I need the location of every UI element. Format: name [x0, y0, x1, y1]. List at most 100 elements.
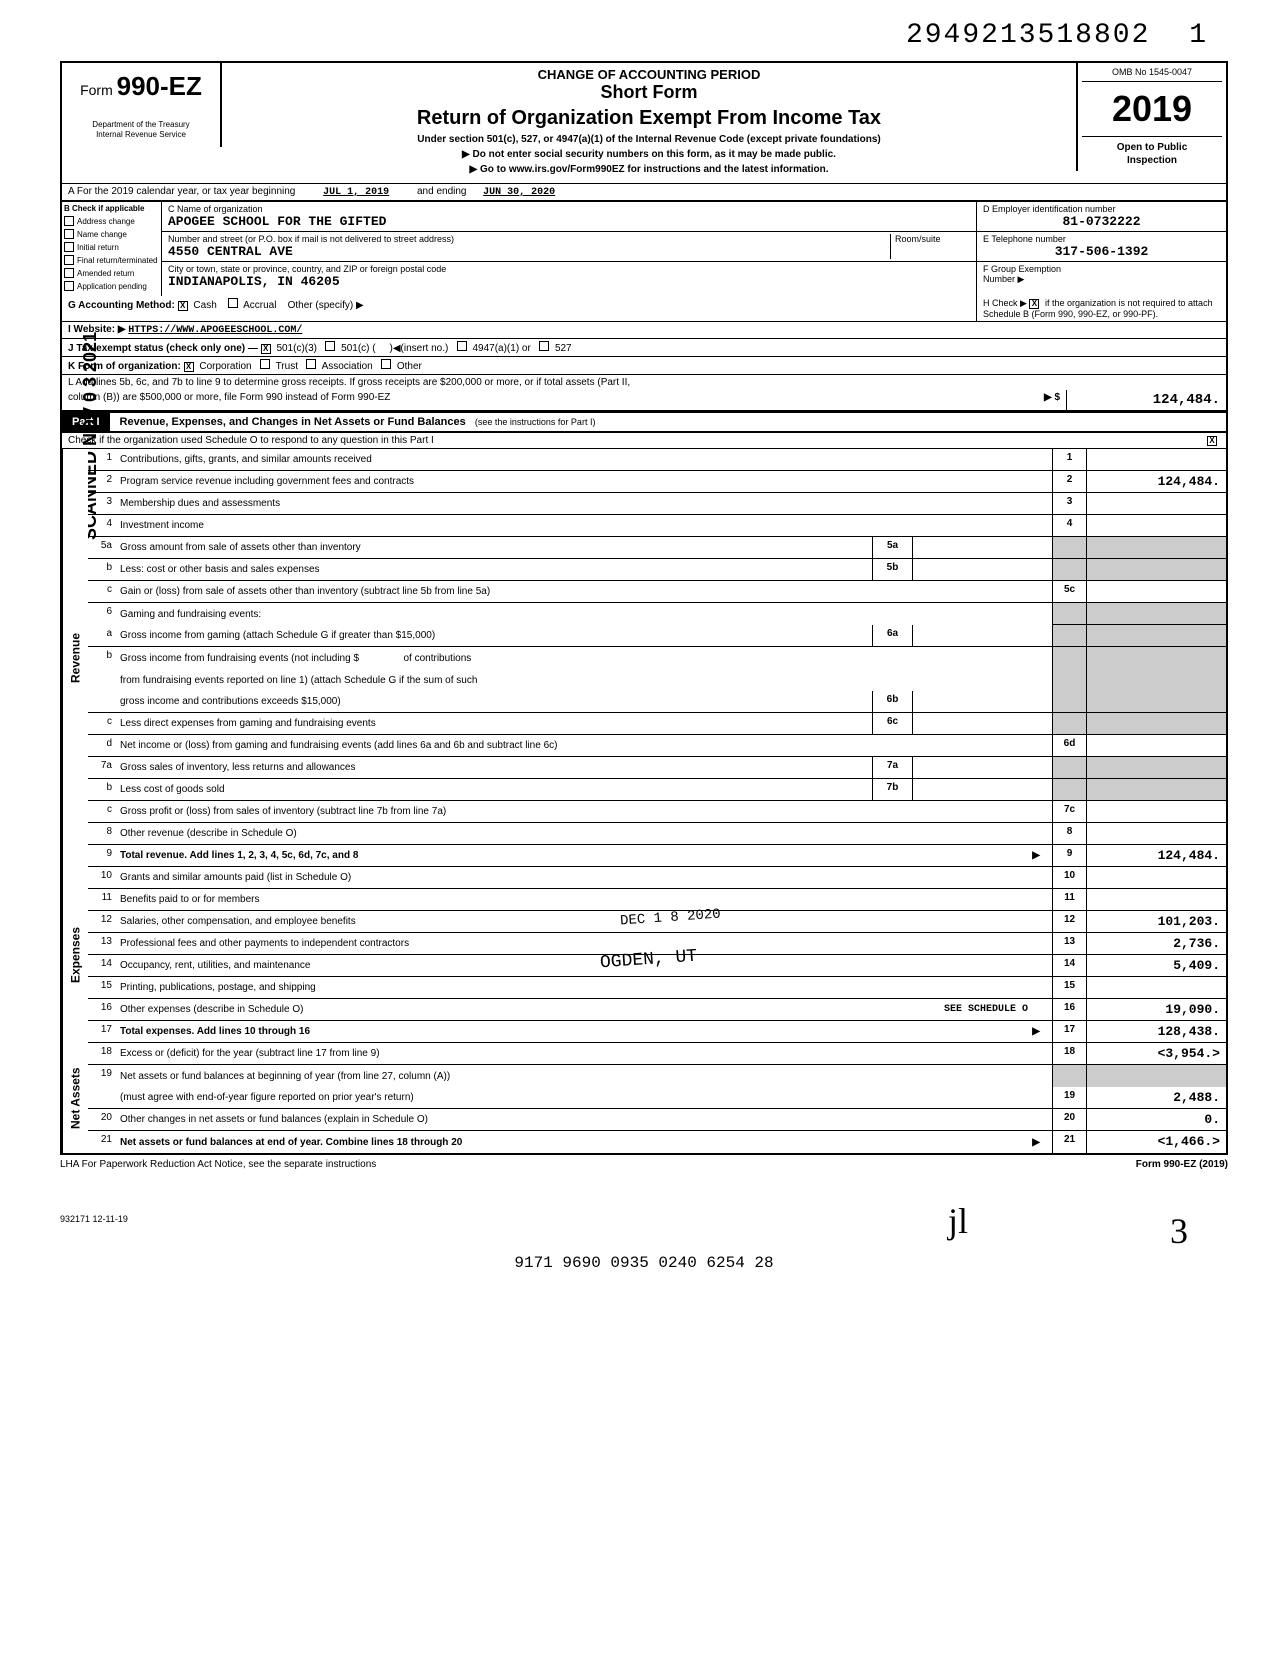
- dept-treasury: Department of the Treasury Internal Reve…: [68, 120, 214, 139]
- org-city: INDIANAPOLIS, IN 46205: [168, 274, 970, 289]
- row-j-tax-status: J Tax-exempt status (check only one) — X…: [60, 339, 1228, 357]
- sub-val: [912, 537, 1052, 558]
- shaded-val: [1086, 625, 1226, 646]
- row-l-1: L Add lines 5b, 6c, and 7b to line 9 to …: [60, 375, 1228, 390]
- line-desc: Other expenses (describe in Schedule O) …: [116, 999, 1052, 1020]
- line-num: 11: [88, 889, 116, 910]
- line-val: 124,484.: [1086, 471, 1226, 492]
- line-val: [1086, 823, 1226, 844]
- cb-app-pending: Application pending: [64, 281, 159, 291]
- group-label: F Group Exemption: [983, 264, 1220, 274]
- line-num: 14: [88, 955, 116, 976]
- checkbox-icon[interactable]: [64, 242, 74, 252]
- cb-527[interactable]: [539, 341, 549, 351]
- line-num: 8: [88, 823, 116, 844]
- arrow-icon: ▶: [1032, 1026, 1040, 1037]
- cb-cash[interactable]: X: [178, 301, 188, 311]
- line-box: 20: [1052, 1109, 1086, 1130]
- line-box: 10: [1052, 867, 1086, 888]
- sub-box: 5a: [872, 537, 912, 558]
- k-assoc: Association: [322, 361, 373, 372]
- line-9: 9 Total revenue. Add lines 1, 2, 3, 4, 5…: [88, 845, 1226, 867]
- line-num: c: [88, 713, 116, 734]
- line-1: 1 Contributions, gifts, grants, and simi…: [88, 449, 1226, 471]
- dept-line1: Department of the Treasury: [68, 120, 214, 130]
- part-1-title: Revenue, Expenses, and Changes in Net As…: [110, 413, 1226, 431]
- doc-number-trail: 1: [1189, 20, 1208, 51]
- line-19-2: (must agree with end-of-year figure repo…: [88, 1087, 1226, 1109]
- org-addr: 4550 CENTRAL AVE: [168, 244, 890, 259]
- shaded-box: [1052, 779, 1086, 800]
- omb-number: OMB No 1545-0047: [1082, 67, 1222, 82]
- cb-corp[interactable]: X: [184, 362, 194, 372]
- cb-accrual[interactable]: [228, 298, 238, 308]
- line-val: [1086, 867, 1226, 888]
- checkbox-icon[interactable]: [64, 229, 74, 239]
- cb-label: Application pending: [77, 282, 147, 291]
- cb-address-change: Address change: [64, 216, 159, 226]
- j-opt1: 501(c)(3): [276, 343, 317, 354]
- shaded-box: [1052, 625, 1086, 646]
- form-prefix: Form: [80, 82, 113, 98]
- g-label: G Accounting Method:: [68, 300, 175, 311]
- line-num: 10: [88, 867, 116, 888]
- line-val: 5,409.: [1086, 955, 1226, 976]
- org-name: APOGEE SCHOOL FOR THE GIFTED: [168, 214, 970, 229]
- cb-h[interactable]: X: [1029, 299, 1039, 309]
- line-box: 1: [1052, 449, 1086, 470]
- cb-sched-o[interactable]: X: [1207, 436, 1217, 446]
- cb-501c3[interactable]: X: [261, 344, 271, 354]
- col-b-header: B Check if applicable: [64, 204, 159, 213]
- checkbox-icon[interactable]: [64, 268, 74, 278]
- line-box: 11: [1052, 889, 1086, 910]
- line-num: 6: [88, 603, 116, 625]
- line-val: 128,438.: [1086, 1021, 1226, 1042]
- checkbox-icon[interactable]: [64, 281, 74, 291]
- open-line1: Open to Public: [1082, 141, 1222, 154]
- j-opt3: 4947(a)(1) or: [472, 343, 530, 354]
- tax-year-end: JUN 30, 2020: [483, 187, 555, 198]
- line-num: 19: [88, 1065, 116, 1087]
- line-15: 15 Printing, publications, postage, and …: [88, 977, 1226, 999]
- d: Other expenses (describe in Schedule O): [120, 1004, 303, 1015]
- d: Total revenue. Add lines 1, 2, 3, 4, 5c,…: [120, 850, 358, 861]
- line-desc: Less cost of goods sold: [116, 779, 872, 800]
- main-title: Return of Organization Exempt From Incom…: [232, 107, 1066, 130]
- checkbox-icon[interactable]: [64, 216, 74, 226]
- line-5b: b Less: cost or other basis and sales ex…: [88, 559, 1226, 581]
- j-opt2: 501(c) (: [341, 343, 375, 354]
- line-desc: Total revenue. Add lines 1, 2, 3, 4, 5c,…: [116, 845, 1052, 866]
- other-label: Other (specify) ▶: [288, 300, 364, 311]
- line-11: 11 Benefits paid to or for members 11: [88, 889, 1226, 911]
- line-box: 2: [1052, 471, 1086, 492]
- line-5a: 5a Gross amount from sale of assets othe…: [88, 537, 1226, 559]
- line-desc: Gross amount from sale of assets other t…: [116, 537, 872, 558]
- cb-assoc[interactable]: [306, 359, 316, 369]
- line-desc: Occupancy, rent, utilities, and maintena…: [116, 955, 1052, 976]
- shaded-box: [1052, 757, 1086, 778]
- line-desc: Gross income from fundraising events (no…: [116, 647, 1052, 669]
- line-val: 0.: [1086, 1109, 1226, 1130]
- line-num: 13: [88, 933, 116, 954]
- line-val: <1,466.>: [1086, 1131, 1226, 1153]
- line-desc: Gross sales of inventory, less returns a…: [116, 757, 872, 778]
- cb-4947[interactable]: [457, 341, 467, 351]
- cb-501c[interactable]: [325, 341, 335, 351]
- line-val: 19,090.: [1086, 999, 1226, 1020]
- line-val: 2,736.: [1086, 933, 1226, 954]
- cb-label: Amended return: [77, 269, 134, 278]
- cb-other[interactable]: [381, 359, 391, 369]
- cb-trust[interactable]: [260, 359, 270, 369]
- col-de: D Employer identification number 81-0732…: [976, 202, 1226, 296]
- shaded-val: [1086, 559, 1226, 580]
- line-desc: Net assets or fund balances at end of ye…: [116, 1131, 1052, 1153]
- row-l-2: column (B)) are $500,000 or more, file F…: [60, 390, 1228, 411]
- revenue-lines: 1 Contributions, gifts, grants, and simi…: [88, 449, 1226, 867]
- line-4: 4 Investment income 4: [88, 515, 1226, 537]
- line-box: 8: [1052, 823, 1086, 844]
- cb-name-change: Name change: [64, 229, 159, 239]
- checkbox-icon[interactable]: [64, 255, 74, 265]
- open-public: Open to Public Inspection: [1082, 136, 1222, 167]
- d: Total expenses. Add lines 10 through 16: [120, 1026, 310, 1037]
- line-desc: Net assets or fund balances at beginning…: [116, 1065, 1052, 1087]
